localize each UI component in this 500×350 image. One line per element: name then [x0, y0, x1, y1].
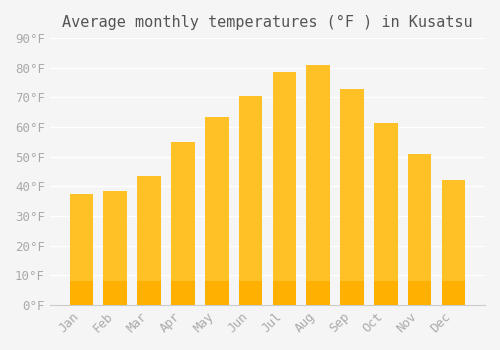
Bar	[238, 281, 262, 305]
Bar	[171, 281, 194, 305]
Bar	[138, 281, 161, 305]
Bar	[205, 117, 229, 305]
Bar	[205, 281, 229, 305]
Bar	[171, 142, 194, 305]
Bar	[408, 281, 432, 305]
Bar	[442, 181, 465, 305]
Bar	[374, 281, 398, 305]
Bar	[374, 122, 398, 305]
Bar	[104, 191, 127, 305]
Bar	[272, 281, 296, 305]
Bar	[340, 89, 364, 305]
Bar	[306, 281, 330, 305]
Bar	[340, 281, 364, 305]
Bar	[442, 281, 465, 305]
Bar	[104, 281, 127, 305]
Bar	[306, 65, 330, 305]
Bar	[70, 281, 94, 305]
Bar	[70, 194, 94, 305]
Bar	[138, 176, 161, 305]
Bar	[238, 96, 262, 305]
Title: Average monthly temperatures (°F ) in Kusatsu: Average monthly temperatures (°F ) in Ku…	[62, 15, 472, 30]
Bar	[408, 154, 432, 305]
Bar	[272, 72, 296, 305]
